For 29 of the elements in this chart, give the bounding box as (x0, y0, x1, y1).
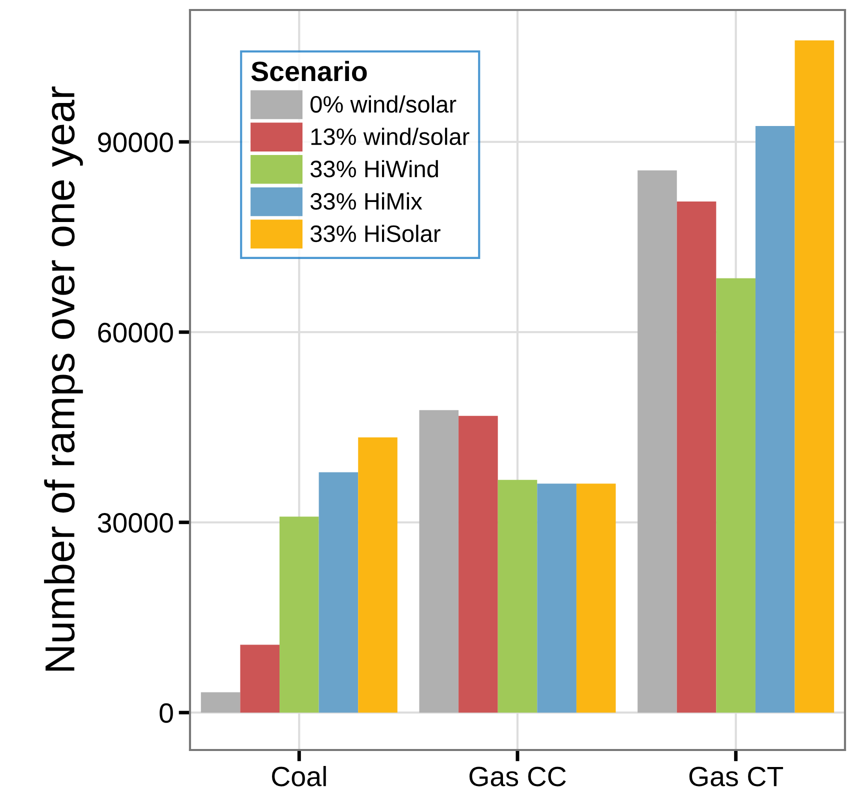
bar (318, 472, 358, 713)
y-tick-label: 30000 (98, 513, 173, 533)
bar (458, 416, 498, 713)
bar (716, 278, 756, 713)
bar (638, 170, 677, 713)
bar (280, 516, 319, 713)
x-tick-label: Gas CC (470, 766, 566, 786)
y-axis-title: Number of ramps over one year (44, 86, 83, 671)
y-tick-label: 0 (160, 703, 173, 723)
legend-label: 0% wind/solar (310, 95, 456, 113)
x-tick-label: Coal (272, 766, 326, 786)
bar (576, 484, 616, 713)
bar (794, 40, 834, 713)
bar (498, 480, 538, 713)
legend-label: 13% wind/solar (311, 128, 470, 146)
y-tick-label: 60000 (98, 322, 173, 342)
x-tick-label: Gas CT (689, 766, 784, 786)
bar (755, 126, 795, 713)
bar (200, 692, 240, 713)
bar (676, 202, 716, 713)
legend-label: 33% HiMix (310, 192, 422, 210)
bar (240, 644, 280, 713)
legend-label: 33% HiSolar (310, 224, 440, 242)
legend-label: 33% HiWind (310, 160, 438, 178)
bar (419, 410, 459, 713)
legend-title: Scenario (251, 60, 367, 82)
y-tick-label: 90000 (98, 132, 173, 152)
bar (537, 484, 576, 713)
bar (358, 437, 398, 713)
